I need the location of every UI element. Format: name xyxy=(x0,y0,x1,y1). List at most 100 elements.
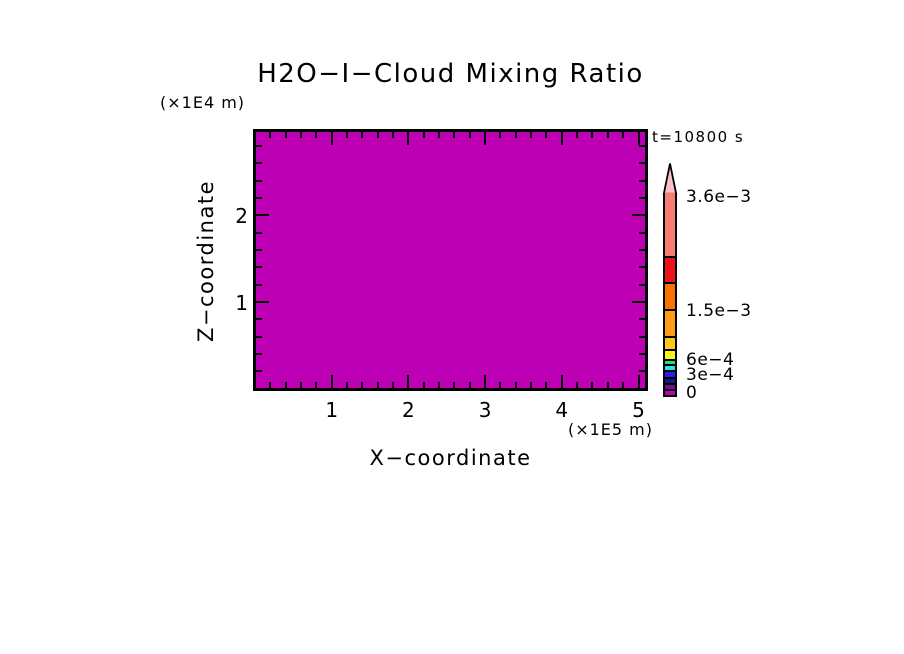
x-minor-tick xyxy=(346,382,349,388)
x-minor-tick xyxy=(545,132,548,138)
x-minor-tick xyxy=(284,382,287,388)
z-minor-tick xyxy=(256,231,262,234)
z-major-tick xyxy=(256,214,269,217)
x-minor-tick xyxy=(499,132,502,138)
x-axis-title: X−coordinate xyxy=(369,446,532,470)
x-minor-tick xyxy=(438,132,441,138)
x-minor-tick xyxy=(514,132,517,138)
x-minor-tick xyxy=(591,382,594,388)
z-axis-title: Z−coordinate xyxy=(194,180,218,342)
x-minor-tick xyxy=(545,382,548,388)
x-minor-tick xyxy=(453,132,456,138)
z-minor-tick xyxy=(256,179,262,182)
z-minor-tick xyxy=(639,318,645,321)
z-minor-tick xyxy=(256,266,262,269)
z-minor-tick xyxy=(256,196,262,199)
x-major-tick xyxy=(560,375,563,388)
z-axis-unit-label: (×1E4 m) xyxy=(160,93,246,112)
x-major-tick xyxy=(407,132,410,145)
colorbar-segment xyxy=(665,282,675,309)
colorbar-segment xyxy=(665,336,675,349)
x-tick-label: 3 xyxy=(478,398,492,422)
x-minor-tick xyxy=(300,132,303,138)
colorbar-tick-label: 3e−4 xyxy=(686,365,735,385)
colorbar-segment xyxy=(665,383,675,389)
x-minor-tick xyxy=(468,382,471,388)
x-tick-label: 2 xyxy=(402,398,415,422)
x-minor-tick xyxy=(392,382,395,388)
x-major-tick xyxy=(484,132,487,145)
x-minor-tick xyxy=(606,132,609,138)
z-minor-tick xyxy=(639,335,645,338)
x-minor-tick xyxy=(269,382,272,388)
x-major-tick xyxy=(484,375,487,388)
colorbar-segment xyxy=(665,309,675,336)
x-minor-tick xyxy=(315,382,318,388)
x-minor-tick xyxy=(591,132,594,138)
x-minor-tick xyxy=(422,382,425,388)
z-minor-tick xyxy=(256,248,262,251)
chart-title: H2O−I−Cloud Mixing Ratio xyxy=(257,59,644,89)
colorbar xyxy=(663,193,677,397)
z-minor-tick xyxy=(639,144,645,147)
z-minor-tick xyxy=(639,266,645,269)
x-tick-label: 1 xyxy=(325,398,339,422)
colorbar-segment xyxy=(665,364,675,370)
x-minor-tick xyxy=(315,132,318,138)
z-tick-label: 1 xyxy=(235,291,248,315)
x-major-tick xyxy=(330,132,333,145)
z-minor-tick xyxy=(639,353,645,356)
z-major-tick xyxy=(256,301,269,303)
x-minor-tick xyxy=(530,382,533,388)
colorbar-segment xyxy=(665,349,675,359)
z-minor-tick xyxy=(256,144,262,147)
x-minor-tick xyxy=(576,132,579,138)
z-minor-tick xyxy=(639,196,645,199)
z-minor-tick xyxy=(639,162,645,165)
z-minor-tick xyxy=(639,283,645,286)
colorbar-segment xyxy=(665,370,675,377)
z-minor-tick xyxy=(639,179,645,182)
colorbar-segment xyxy=(665,359,675,364)
x-minor-tick xyxy=(530,132,533,138)
x-minor-tick xyxy=(499,382,502,388)
z-minor-tick xyxy=(256,335,262,338)
z-minor-tick xyxy=(256,283,262,286)
x-minor-tick xyxy=(284,132,287,138)
x-tick-label: 5 xyxy=(632,398,645,422)
x-major-tick xyxy=(637,132,640,145)
colorbar-tick-label: 0 xyxy=(686,383,698,403)
x-minor-tick xyxy=(361,382,364,388)
x-minor-tick xyxy=(514,382,517,388)
x-minor-tick xyxy=(576,382,579,388)
x-tick-label: 4 xyxy=(555,398,569,422)
x-minor-tick xyxy=(606,382,609,388)
x-major-tick xyxy=(407,375,410,388)
time-annotation: t=10800 s xyxy=(652,128,745,146)
z-tick-label: 2 xyxy=(235,204,248,229)
x-minor-tick xyxy=(300,382,303,388)
z-minor-tick xyxy=(639,231,645,234)
z-minor-tick xyxy=(256,370,262,373)
colorbar-segment xyxy=(665,193,675,256)
plot-area xyxy=(253,129,648,391)
colorbar-segment xyxy=(665,389,675,395)
z-minor-tick xyxy=(639,248,645,251)
colorbar-tick-label: 6e−4 xyxy=(686,350,735,370)
x-minor-tick xyxy=(622,132,625,138)
z-major-tick xyxy=(632,214,645,217)
x-minor-tick xyxy=(453,382,456,388)
colorbar-tick-label: 1.5e−3 xyxy=(686,301,752,321)
z-major-tick xyxy=(632,301,645,303)
z-minor-tick xyxy=(256,353,262,356)
z-minor-tick xyxy=(639,370,645,373)
x-major-tick xyxy=(330,375,333,388)
colorbar-segment xyxy=(665,377,675,383)
z-minor-tick xyxy=(256,318,262,321)
x-minor-tick xyxy=(376,382,379,388)
x-minor-tick xyxy=(392,132,395,138)
x-minor-tick xyxy=(361,132,364,138)
x-minor-tick xyxy=(269,132,272,138)
x-major-tick xyxy=(560,132,563,145)
